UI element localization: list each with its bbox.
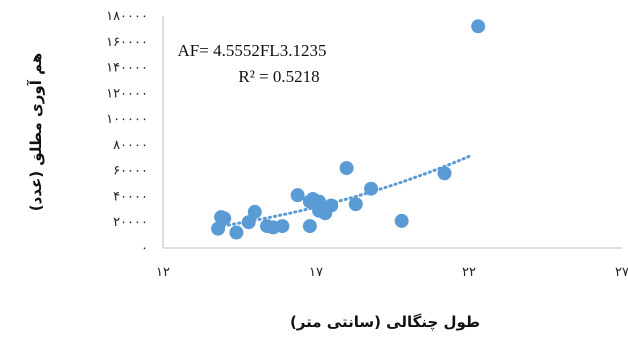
data-point [229,225,244,240]
y-tick-label: ۶۰۰۰۰ [113,164,148,179]
data-point [394,213,409,228]
y-tick-label: ۱۴۰۰۰۰ [106,61,148,76]
data-point [302,219,317,234]
trendline-group [216,154,471,229]
y-tick-label: ۴۰۰۰۰ [113,189,148,204]
data-point [290,188,305,203]
data-points [211,19,486,240]
x-axis-title: طول چنگالی (سانتی متر) [290,313,480,332]
trendline-equation: AF= 4.5552FL3.1235 [178,41,327,60]
trendline [216,154,471,229]
axes [162,16,622,249]
data-point [471,19,486,34]
data-point [339,161,354,176]
data-point [211,221,226,236]
x-tick-label: ۲۷ [615,265,628,280]
x-tick-labels: ۱۲ ۱۷ ۲۲ ۲۷ [156,265,628,280]
y-tick-label: ۰ [141,241,148,256]
data-point [241,215,256,230]
r-squared-label: R² = 0.5218 [238,67,319,86]
y-tick-label: ۲۰۰۰۰ [113,215,148,230]
data-point [247,204,262,219]
y-axis-title: هم آوری مطلق (عدد) [27,53,45,212]
y-tick-label: ۱۲۰۰۰۰ [106,86,148,101]
data-point [437,166,452,181]
data-point [324,198,339,213]
data-point [364,181,379,196]
data-point [217,211,232,226]
y-tick-label: ۸۰۰۰۰ [113,138,148,153]
data-point [275,219,290,234]
x-tick-label: ۱۷ [309,265,323,280]
x-tick-label: ۲۲ [462,265,476,280]
y-tick-labels: ۰ ۲۰۰۰۰ ۴۰۰۰۰ ۶۰۰۰۰ ۸۰۰۰۰ ۱۰۰۰۰۰ ۱۲۰۰۰۰ ۱۴۰۰۰۰ ۱… [106,9,148,256]
y-tick-label: ۱۶۰۰۰۰ [106,35,148,50]
data-point [348,197,363,212]
x-tick-label: ۱۲ [156,265,170,280]
y-tick-label: ۱۸۰۰۰۰ [106,9,148,24]
y-tick-label: ۱۰۰۰۰۰ [106,112,148,127]
